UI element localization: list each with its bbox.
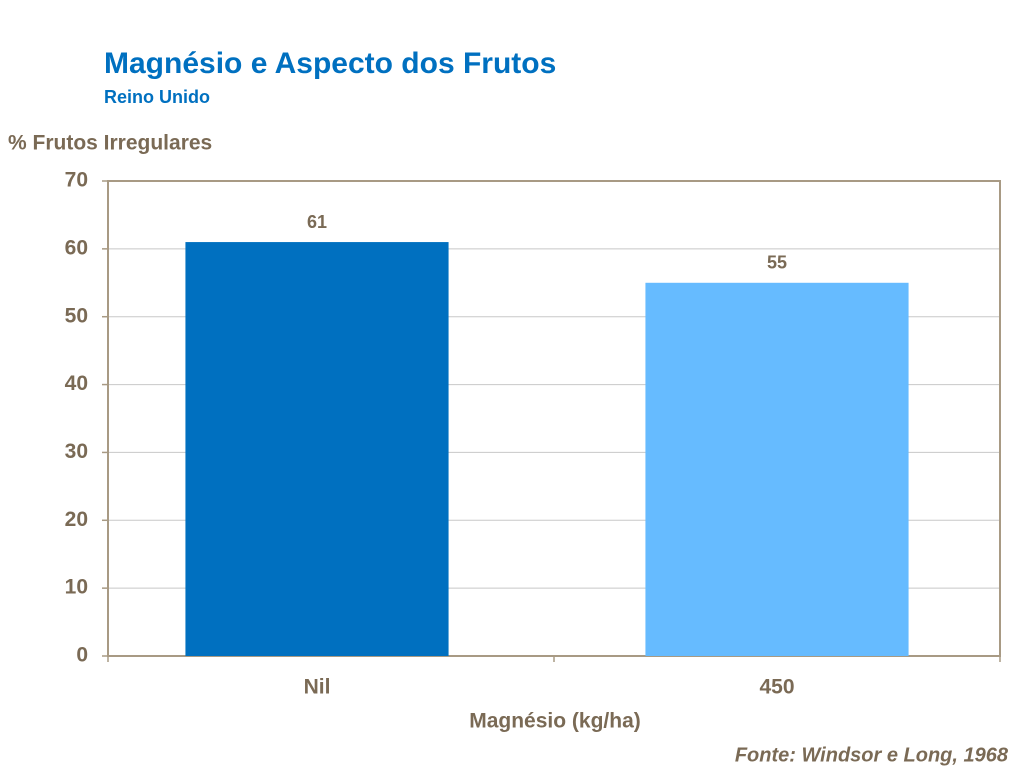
bar (185, 242, 449, 657)
y-tick-label: 30 (65, 440, 88, 463)
value-label: 61 (307, 212, 327, 232)
y-tick-label: 50 (65, 304, 88, 327)
x-axis-label: Magnésio (kg/ha) (469, 710, 641, 733)
value-label: 55 (767, 253, 787, 273)
y-tick-label: 0 (76, 644, 88, 667)
y-tick-label: 40 (65, 372, 88, 395)
y-axis-label: % Frutos Irregulares (8, 132, 212, 155)
bar (645, 282, 909, 656)
y-tick-label: 10 (65, 576, 88, 599)
y-tick-label: 20 (65, 508, 88, 531)
chart-subtitle: Reino Unido (104, 87, 210, 107)
x-tick-label: Nil (304, 676, 331, 699)
y-tick-label: 60 (65, 236, 88, 259)
y-tick-label: 70 (65, 169, 88, 192)
source-note: Fonte: Windsor e Long, 1968 (735, 744, 1009, 766)
x-tick-label: 450 (759, 676, 794, 699)
chart-title: Magnésio e Aspecto dos Frutos (104, 47, 556, 80)
